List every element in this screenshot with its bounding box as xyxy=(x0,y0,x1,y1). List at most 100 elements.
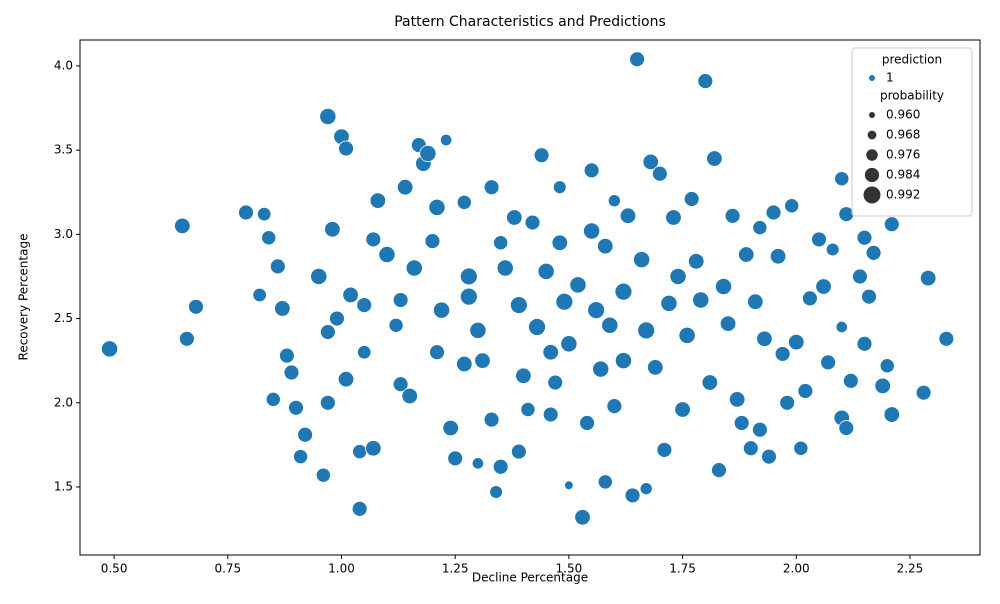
scatter-point xyxy=(547,374,564,391)
scatter-point xyxy=(647,359,664,376)
scatter-point xyxy=(542,406,559,423)
y-tick-label: 3.5 xyxy=(54,143,73,157)
scatter-point xyxy=(357,345,372,360)
scatter-point xyxy=(797,383,814,399)
legend-size-label: 0.984 xyxy=(886,168,920,182)
scatter-point xyxy=(614,352,633,370)
legend-size-label: 0.960 xyxy=(886,108,920,122)
scatter-point xyxy=(774,346,791,362)
scatter-point xyxy=(856,335,873,352)
scatter-point xyxy=(315,467,331,483)
scatter-point xyxy=(861,288,877,305)
scatter-point xyxy=(378,245,396,264)
scatter-point xyxy=(471,457,485,470)
scatter-point xyxy=(261,230,277,246)
scatter-point xyxy=(174,217,191,235)
scatter-point xyxy=(483,179,500,196)
scatter-point xyxy=(569,276,587,294)
scatter-point xyxy=(319,324,336,340)
scatter-point xyxy=(842,372,859,389)
scatter-point xyxy=(714,277,733,296)
scatter-point xyxy=(669,267,687,286)
scatter-point xyxy=(747,293,764,310)
scatter-point xyxy=(369,192,387,209)
scatter-point xyxy=(835,320,848,334)
legend-size-label: 0.992 xyxy=(886,188,920,202)
scatter-point xyxy=(510,443,527,460)
scatter-point xyxy=(552,180,567,195)
scatter-point xyxy=(607,194,621,208)
scatter-point xyxy=(238,204,254,221)
legend-box xyxy=(851,47,973,217)
scatter-point xyxy=(574,509,591,526)
scatter-point xyxy=(651,165,668,182)
scatter-point xyxy=(392,376,409,393)
scatter-point xyxy=(351,500,368,517)
scatter-point xyxy=(352,444,368,460)
scatter-point xyxy=(683,191,700,207)
scatter-point xyxy=(583,162,600,179)
scatter-point xyxy=(338,140,354,157)
legend-size-marker xyxy=(867,130,877,140)
scatter-point xyxy=(483,411,500,428)
y-tick-label: 4.0 xyxy=(54,58,73,72)
scatter-point xyxy=(633,251,651,269)
legend-size-marker xyxy=(866,149,878,161)
scatter-point xyxy=(279,347,295,364)
legend-size-label: 0.976 xyxy=(886,148,920,162)
scatter-point xyxy=(337,370,355,388)
x-tick-label: 2.00 xyxy=(783,562,810,576)
scatter-point xyxy=(456,194,472,210)
scatter-point xyxy=(642,153,659,171)
scatter-point xyxy=(356,297,373,313)
scatter-point xyxy=(265,391,281,407)
scatter-point xyxy=(515,367,532,385)
scatter-point xyxy=(587,301,606,320)
scatter-point xyxy=(392,292,409,308)
legend-marker xyxy=(869,75,875,81)
scatter-point xyxy=(506,209,523,226)
scatter-point xyxy=(459,267,478,286)
scatter-point xyxy=(756,330,773,347)
scatter-point xyxy=(752,421,768,438)
scatter-point xyxy=(619,207,637,225)
scatter-point xyxy=(564,480,574,491)
scatter-point xyxy=(724,207,741,224)
legend-title: probability xyxy=(880,89,944,103)
x-tick-label: 1.50 xyxy=(556,562,583,576)
scatter-point xyxy=(678,326,696,344)
scatter-point xyxy=(456,355,473,373)
scatter-point xyxy=(815,278,832,295)
legend-label: 1 xyxy=(886,71,894,85)
scatter-point xyxy=(769,248,787,265)
scatter-point xyxy=(697,73,714,89)
scatter-point xyxy=(551,234,569,251)
x-tick-label: 0.75 xyxy=(214,562,241,576)
scatter-point xyxy=(319,107,337,126)
scatter-point xyxy=(742,440,759,457)
scatter-point xyxy=(597,237,614,255)
scatter-point xyxy=(179,330,195,347)
scatter-point xyxy=(919,269,937,287)
scatter-point xyxy=(692,291,710,309)
scatter-point xyxy=(761,448,777,465)
scatter-point xyxy=(310,267,328,286)
scatter-point xyxy=(629,51,645,68)
scatter-point xyxy=(560,335,578,353)
scatter-point xyxy=(583,222,601,240)
scatter-point xyxy=(293,449,309,465)
x-axis-label: Decline Percentage xyxy=(472,571,588,585)
scatter-point xyxy=(606,398,623,414)
scatter-point xyxy=(614,282,633,301)
scatter-point xyxy=(533,147,550,164)
scatter-point xyxy=(447,450,464,467)
scatter-point xyxy=(401,387,418,405)
plot-frame xyxy=(79,39,981,556)
scatter-point xyxy=(883,406,900,423)
scatter-point xyxy=(874,377,891,395)
scatter-point xyxy=(711,462,727,478)
scatter-point xyxy=(429,344,445,361)
scatter-point xyxy=(793,440,809,456)
scatter-point xyxy=(665,209,682,226)
scatter-point xyxy=(365,440,382,457)
